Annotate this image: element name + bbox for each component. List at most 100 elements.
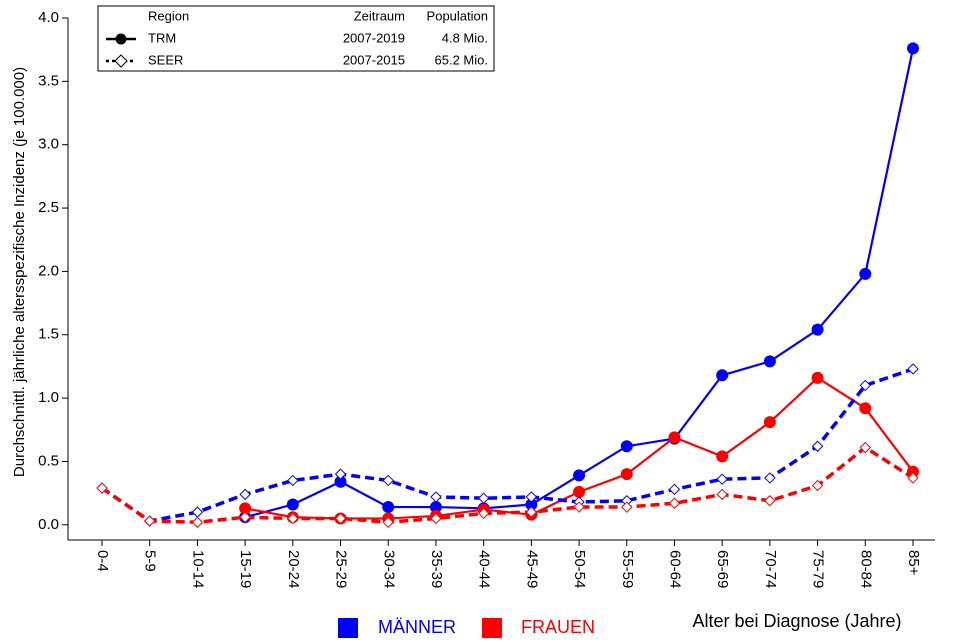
- legend-label: MÄNNER: [378, 617, 456, 637]
- data-point: [287, 474, 299, 487]
- data-point: [907, 363, 919, 375]
- data-point: [668, 431, 681, 444]
- x-tick-label: 25-29: [333, 550, 350, 588]
- x-tick-label: 80-84: [857, 550, 874, 588]
- y-tick-label: 0.0: [38, 516, 59, 533]
- legend-header: Population: [427, 8, 488, 23]
- legend-symbol: [114, 54, 128, 68]
- series-line: [101, 445, 914, 525]
- data-point: [334, 468, 347, 480]
- data-point: [430, 491, 442, 503]
- data-point: [287, 512, 299, 525]
- data-point: [859, 441, 872, 454]
- x-tick-label: 30-34: [380, 550, 397, 588]
- data-point: [382, 501, 395, 514]
- data-point: [477, 492, 490, 504]
- data-point: [239, 488, 251, 501]
- data-point: [191, 516, 204, 528]
- legend-box: [97, 5, 495, 72]
- data-point: [620, 440, 633, 453]
- data-point: [907, 42, 919, 55]
- y-tick-label: 0.5: [38, 452, 59, 469]
- x-tick-label: 0-4: [94, 550, 111, 572]
- data-point: [286, 498, 299, 511]
- data-point: [907, 472, 919, 484]
- data-point: [573, 485, 586, 498]
- data-point: [811, 479, 824, 492]
- data-point: [764, 472, 776, 484]
- legend-header: Region: [148, 8, 189, 23]
- data-point: [430, 512, 442, 525]
- data-point: [477, 507, 490, 520]
- data-point: [859, 267, 872, 280]
- data-point: [716, 450, 729, 463]
- y-tick-label: 4.0: [38, 9, 59, 26]
- legend-swatch: [482, 618, 502, 638]
- data-point: [239, 502, 252, 515]
- x-tick-label: 45-49: [523, 550, 540, 588]
- data-point: [811, 323, 824, 336]
- x-tick-label: 50-54: [571, 550, 588, 588]
- data-point: [382, 516, 394, 528]
- data-point: [620, 468, 633, 481]
- data-point: [764, 495, 776, 507]
- data-point: [525, 491, 538, 503]
- x-tick-label: 55-59: [619, 550, 636, 588]
- data-point: [811, 440, 824, 452]
- y-tick-label: 2.5: [38, 199, 59, 216]
- data-point: [573, 501, 585, 513]
- data-point: [716, 488, 728, 501]
- legend-symbol: [115, 33, 127, 45]
- data-point: [96, 482, 108, 494]
- data-point: [668, 497, 681, 509]
- data-point: [763, 355, 776, 368]
- data-point: [811, 371, 824, 384]
- x-tick-label: 75-79: [810, 550, 827, 588]
- data-point: [763, 416, 776, 429]
- y-tick-label: 2.0: [38, 262, 59, 279]
- legend-label: 2007-2015: [343, 52, 405, 67]
- x-tick-label: 5-9: [142, 550, 159, 572]
- x-tick-label: 10-14: [189, 550, 206, 588]
- y-tick-label: 1.5: [38, 326, 59, 343]
- data-point: [525, 506, 538, 518]
- data-point: [191, 506, 204, 518]
- data-point: [429, 501, 442, 514]
- legend-label: SEER: [148, 52, 183, 67]
- data-point: [668, 483, 681, 496]
- legend: Region Zeitraum Population TRM 2007-2019…: [97, 5, 495, 72]
- legend-swatch: [338, 618, 358, 638]
- x-tick-label: 65-69: [714, 550, 731, 588]
- legend-label: 2007-2019: [343, 30, 405, 45]
- x-tick-label: 85+: [905, 550, 922, 576]
- data-point: [859, 379, 872, 392]
- data-point: [573, 469, 586, 482]
- series-line: [101, 367, 914, 523]
- x-tick-label: 60-64: [667, 550, 684, 588]
- data-point: [143, 515, 156, 527]
- data-point: [716, 473, 728, 485]
- x-axis-title: Alter bei Diagnose (Jahre): [692, 611, 901, 631]
- data-point: [382, 474, 394, 487]
- data-point: [239, 511, 251, 523]
- x-tick-label: 70-74: [762, 550, 779, 588]
- legend-label: 65.2 Mio.: [435, 52, 488, 67]
- x-tick-label: 20-24: [285, 550, 302, 588]
- legend-label: 4.8 Mio.: [442, 30, 488, 45]
- data-point: [859, 402, 872, 415]
- y-tick-label: 3.5: [38, 72, 59, 89]
- x-tick-label: 40-44: [476, 550, 493, 588]
- data-point: [334, 512, 347, 525]
- legend-label: TRM: [148, 30, 176, 45]
- data-point: [525, 498, 538, 511]
- data-point: [716, 369, 729, 382]
- data-point: [621, 501, 633, 513]
- data-point: [334, 475, 347, 488]
- y-tick-label: 1.0: [38, 389, 59, 406]
- legend-header: Zeitraum: [354, 8, 405, 23]
- x-tick-label: 15-19: [237, 550, 254, 588]
- y-axis-title: Durchschnittl. jährliche altersspezifisc…: [11, 67, 28, 477]
- x-tick-label: 35-39: [428, 550, 445, 588]
- legend-label: FRAUEN: [521, 617, 595, 637]
